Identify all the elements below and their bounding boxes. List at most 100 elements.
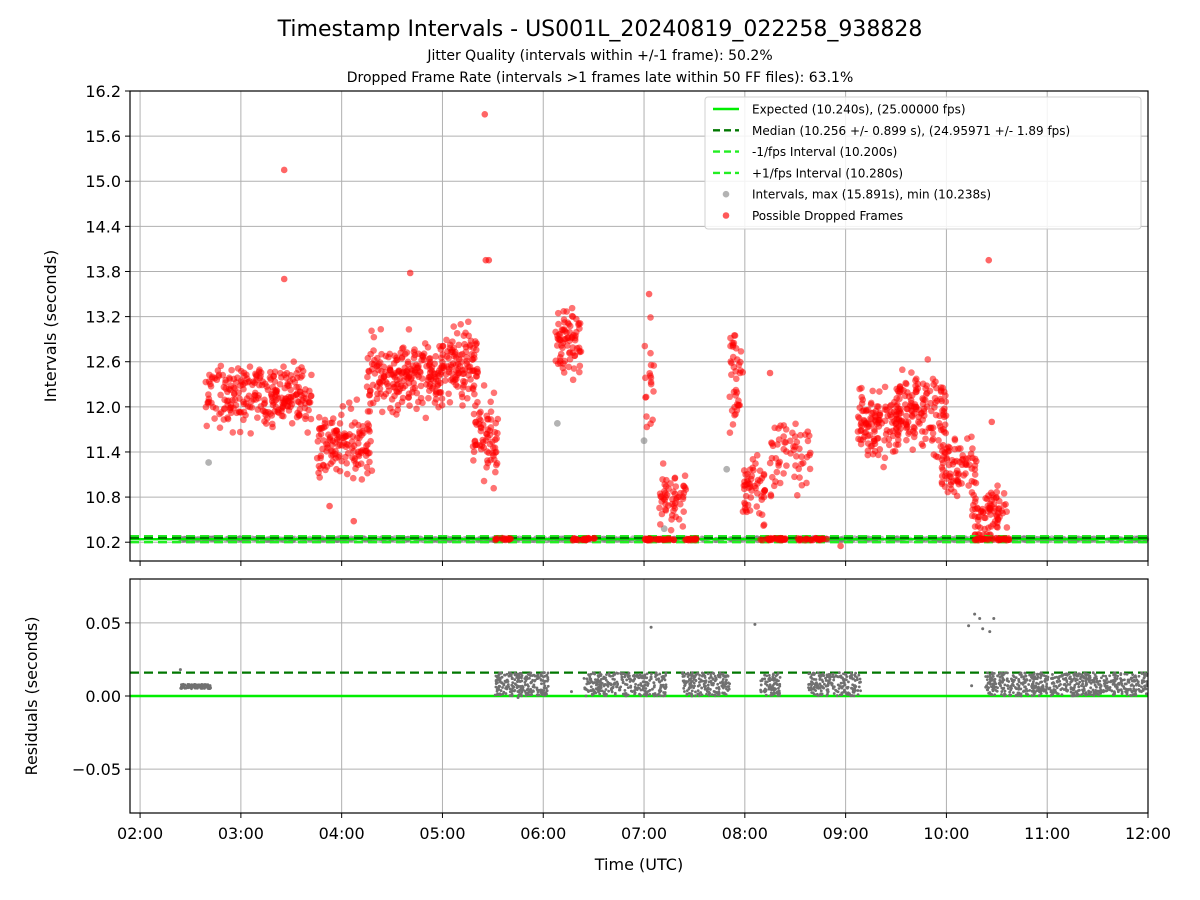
x-tick-label: 03:00 xyxy=(218,824,264,843)
dropped-frame-point xyxy=(777,535,785,542)
dropped-frame-point xyxy=(230,375,238,383)
dropped-frame-point xyxy=(472,372,480,380)
dropped-frame-point xyxy=(227,404,235,411)
interval-point xyxy=(205,459,213,466)
dropped-frame-point xyxy=(865,423,873,430)
residual-point xyxy=(543,693,547,697)
residual-point xyxy=(1075,682,1079,686)
residual-point xyxy=(505,678,509,682)
residual-point xyxy=(681,679,685,683)
dropped-frame-point xyxy=(672,513,680,521)
dropped-frame-point xyxy=(898,417,905,425)
residual-point xyxy=(511,681,515,685)
residual-point xyxy=(1123,672,1127,676)
residual-point xyxy=(513,678,517,682)
dropped-frame-point xyxy=(938,464,946,471)
residual-point xyxy=(832,678,836,682)
dropped-frame-point xyxy=(411,368,419,376)
residual-point xyxy=(623,693,627,697)
residual-point xyxy=(621,672,625,676)
residual-point xyxy=(1119,688,1123,692)
residual-point xyxy=(723,691,726,695)
residual-point xyxy=(683,690,686,693)
residual-point xyxy=(993,693,997,697)
dropped-frame-point xyxy=(458,358,465,365)
dropped-frame-point xyxy=(969,506,976,513)
residual-point xyxy=(726,689,730,692)
residual-point xyxy=(612,682,616,686)
residual-point xyxy=(685,693,689,697)
dropped-frame-point xyxy=(880,463,887,471)
residual-point xyxy=(992,687,996,690)
dropped-frame-point xyxy=(308,371,315,379)
residual-point xyxy=(1059,674,1062,678)
y-tick-label: 15.0 xyxy=(85,172,121,191)
residual-point xyxy=(529,690,533,694)
dropped-frame-point xyxy=(419,399,426,407)
residual-point xyxy=(777,687,780,690)
residual-point xyxy=(1077,693,1080,697)
legend-box xyxy=(704,96,1142,230)
residual-point xyxy=(588,675,592,679)
residual-point xyxy=(837,687,841,690)
residual-point xyxy=(990,671,994,675)
residual-point xyxy=(1039,689,1043,693)
dropped-frame-point xyxy=(910,433,918,441)
residual-point xyxy=(839,681,843,685)
residual-point xyxy=(839,676,843,679)
residual-point xyxy=(845,675,849,679)
dropped-frame-point xyxy=(464,318,472,326)
residual-point xyxy=(603,690,606,694)
dropped-frame-point xyxy=(994,482,1001,489)
dropped-frame-point xyxy=(280,275,288,283)
residual-point xyxy=(1091,688,1095,692)
dropped-frame-point xyxy=(269,383,277,391)
dropped-frame-point xyxy=(791,433,799,440)
dropped-frame-point xyxy=(650,388,657,395)
dropped-frame-point xyxy=(560,369,568,376)
residual-point xyxy=(183,683,187,687)
dropped-frame-point xyxy=(236,428,244,436)
residual-point xyxy=(1104,686,1108,690)
dropped-frame-point xyxy=(470,448,478,456)
residual-point xyxy=(696,689,700,692)
residual-point xyxy=(686,675,690,679)
dropped-frame-point xyxy=(338,411,345,419)
dropped-frame-point xyxy=(480,382,488,389)
residual-point xyxy=(993,677,997,681)
residual-point xyxy=(721,686,725,690)
dropped-frame-point xyxy=(570,365,578,372)
dropped-frame-point xyxy=(650,362,658,369)
dropped-frame-point xyxy=(887,401,895,409)
residual-point xyxy=(602,684,606,688)
residual-point xyxy=(1031,681,1035,685)
dropped-frame-point xyxy=(403,349,411,356)
dropped-frame-point xyxy=(240,408,248,416)
residual-point xyxy=(763,690,767,694)
residual-point xyxy=(1060,693,1064,697)
dropped-frame-point xyxy=(875,423,883,430)
residual-point xyxy=(1084,681,1088,685)
dropped-frame-point xyxy=(366,428,373,435)
residual-point xyxy=(688,682,692,686)
dropped-frame-point xyxy=(366,458,373,466)
residual-point xyxy=(653,692,657,696)
dropped-frame-point xyxy=(492,535,500,543)
residual-point xyxy=(1081,675,1085,679)
dropped-frame-point xyxy=(463,394,471,402)
dropped-frame-point xyxy=(251,389,259,397)
residual-point xyxy=(655,694,659,697)
dropped-frame-point xyxy=(459,402,466,409)
residual-point xyxy=(530,693,534,697)
residual-point xyxy=(1094,689,1098,692)
dropped-frame-point xyxy=(981,514,988,522)
dropped-frame-point xyxy=(443,336,450,344)
residual-point xyxy=(771,683,775,687)
residual-point xyxy=(845,692,848,696)
residual-point xyxy=(825,684,829,687)
residual-point xyxy=(973,612,977,616)
dropped-frame-point xyxy=(801,431,809,438)
dropped-frame-point xyxy=(869,387,876,395)
dropped-frame-point xyxy=(472,418,480,426)
residual-point xyxy=(526,687,530,691)
